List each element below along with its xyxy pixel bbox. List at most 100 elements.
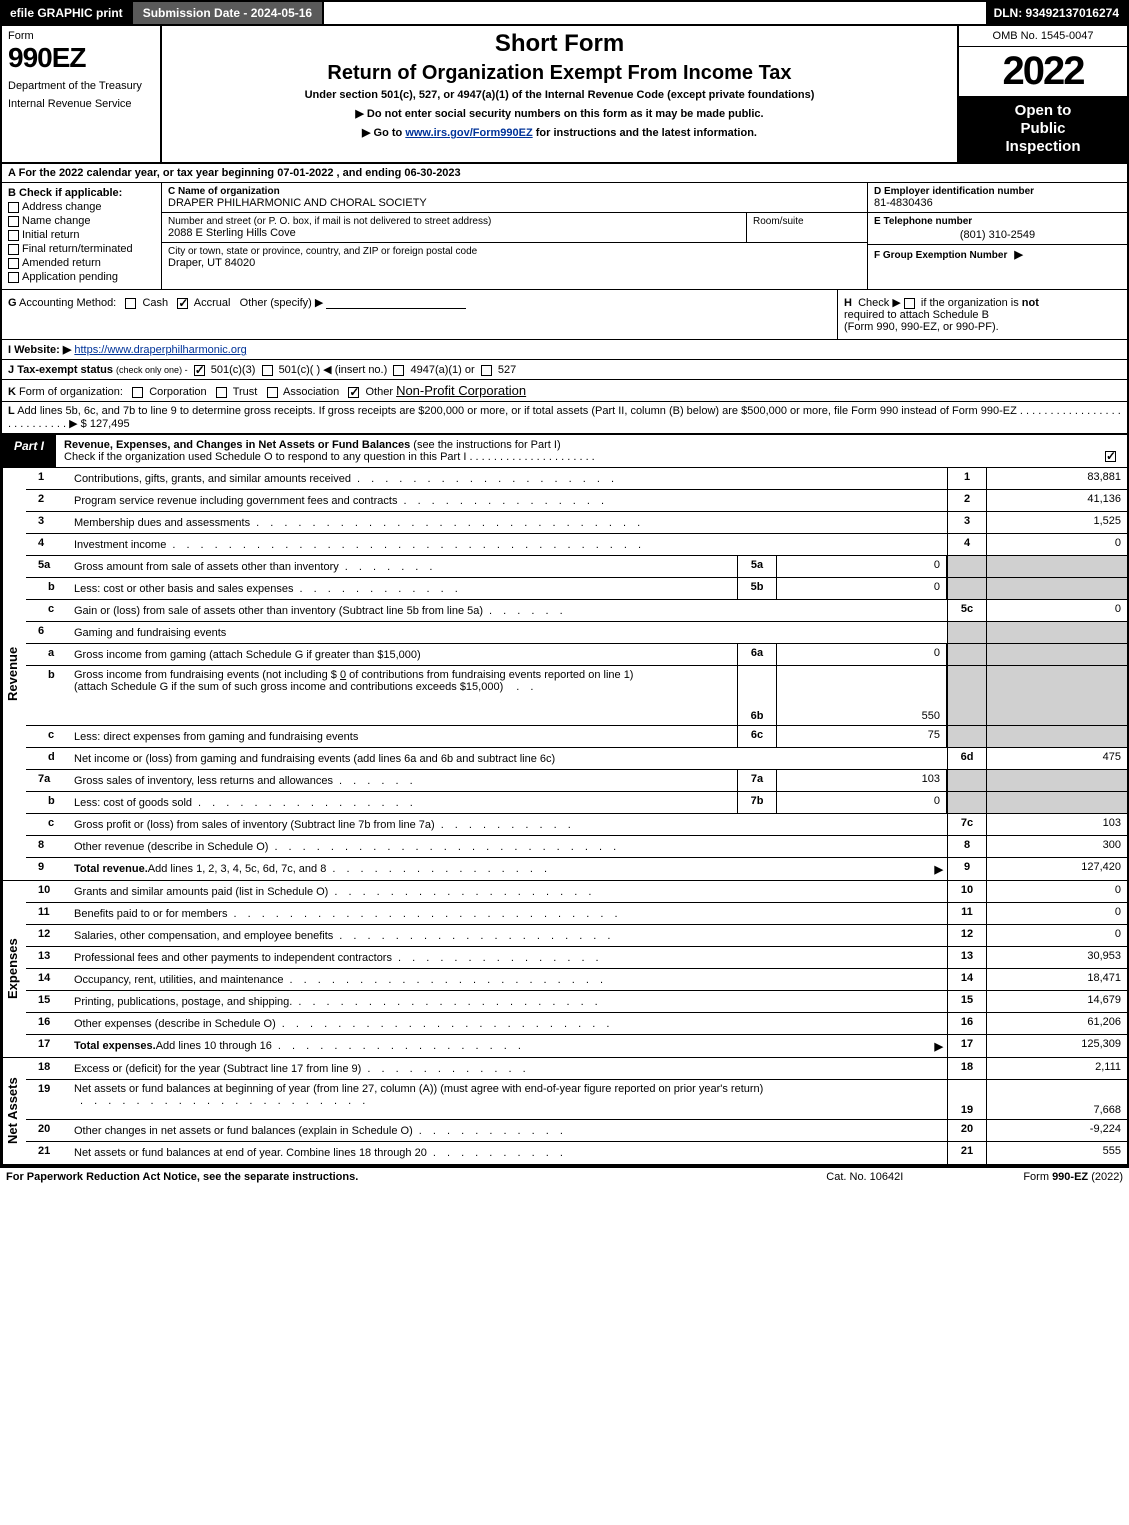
checkbox-icon[interactable]	[8, 272, 19, 283]
public: Public	[965, 120, 1121, 138]
letter-g: G	[8, 297, 17, 309]
col-ce: C Name of organization DRAPER PHILHARMON…	[162, 183, 867, 289]
ln: 1	[26, 468, 70, 489]
revenue-vlabel: Revenue	[2, 468, 26, 880]
col-g: G Accounting Method: Cash Accrual Other …	[2, 290, 837, 339]
opt-527: 527	[498, 364, 516, 376]
checkbox-corp[interactable]	[132, 387, 143, 398]
opt-4947: 4947(a)(1) or	[410, 364, 474, 376]
goto-pre: ▶ Go to	[362, 127, 405, 139]
form-org-label: Form of organization:	[19, 386, 123, 398]
line-6b: b Gross income from fundraising events (…	[26, 666, 1127, 726]
letter-a: A	[8, 167, 16, 179]
letter-b: B	[8, 187, 16, 199]
arrow-icon: ▶	[935, 1040, 943, 1053]
checkbox-other-org[interactable]	[348, 387, 359, 398]
l-text: Add lines 5b, 6c, and 7b to line 9 to de…	[17, 405, 1017, 417]
tax-year: 2022	[959, 47, 1127, 96]
checkbox-schedule-o[interactable]	[1105, 451, 1116, 462]
netassets-section: Net Assets 18 Excess or (deficit) for th…	[2, 1058, 1127, 1164]
h-text2-pre: if the organization is	[921, 297, 1022, 309]
submission-date: Submission Date - 2024-05-16	[131, 2, 324, 24]
line-11: 11 Benefits paid to or for members. . . …	[26, 903, 1127, 925]
opt-501c3: 501(c)(3)	[211, 364, 256, 376]
short-form-title: Short Form	[172, 30, 947, 58]
goto-post: for instructions and the latest informat…	[533, 127, 757, 139]
line-9: 9 Total revenue. Add lines 1, 2, 3, 4, 5…	[26, 858, 1127, 880]
form-label: Form	[8, 30, 154, 42]
main-title: Return of Organization Exempt From Incom…	[172, 62, 947, 85]
dept-treasury: Department of the Treasury	[8, 80, 154, 92]
col-h: H Check ▶ if the organization is not req…	[837, 290, 1127, 339]
other-org-value: Non-Profit Corporation	[396, 383, 526, 398]
checkbox-icon[interactable]	[8, 216, 19, 227]
line-7c: c Gross profit or (loss) from sales of i…	[26, 814, 1127, 836]
open-public-inspection: Open to Public Inspection	[959, 96, 1127, 162]
col-def: D Employer identification number 81-4830…	[867, 183, 1127, 289]
part1-checkbox-cell	[1097, 435, 1127, 467]
city-label: City or town, state or province, country…	[168, 246, 861, 257]
checkbox-501c3[interactable]	[194, 365, 205, 376]
arrow-icon: ▶	[935, 863, 943, 876]
check-label: Check if applicable:	[19, 187, 122, 199]
cell-address: Number and street (or P. O. box, if mail…	[162, 213, 867, 243]
cell-group-exemption: F Group Exemption Number ▶	[868, 245, 1127, 264]
row-i: I Website: ▶ https://www.draperphilharmo…	[2, 340, 1127, 360]
checkbox-icon[interactable]	[8, 258, 19, 269]
checkbox-h[interactable]	[904, 298, 915, 309]
letter-k: K	[8, 386, 16, 398]
website-label: Website: ▶	[14, 344, 71, 356]
top-bar: efile GRAPHIC print Submission Date - 20…	[2, 2, 1127, 26]
rn: 1	[947, 468, 987, 489]
j-note: (check only one) -	[116, 365, 188, 375]
letter-j: J	[8, 364, 14, 376]
group-exemption-label: F Group Exemption Number	[874, 250, 1007, 261]
row-a-pre: For the 2022 calendar year, or tax year …	[19, 167, 278, 179]
checkbox-accrual[interactable]	[177, 298, 188, 309]
checkbox-icon[interactable]	[8, 244, 19, 255]
row-gh: G Accounting Method: Cash Accrual Other …	[2, 290, 1127, 340]
line-12: 12 Salaries, other compensation, and emp…	[26, 925, 1127, 947]
part1-subline: Check if the organization used Schedule …	[64, 451, 466, 463]
checkbox-501c[interactable]	[262, 365, 273, 376]
revenue-rows: 1 Contributions, gifts, grants, and simi…	[26, 468, 1127, 880]
h-text4: (Form 990, 990-EZ, or 990-PF).	[844, 321, 999, 333]
col-b: B Check if applicable: Address change Na…	[2, 183, 162, 289]
other-specify-blank[interactable]	[326, 297, 466, 309]
opt-assoc: Association	[283, 386, 339, 398]
part1-header: Part I Revenue, Expenses, and Changes in…	[2, 435, 1127, 468]
ck-final-return: Final return/terminated	[8, 243, 155, 255]
tax-exempt-label: Tax-exempt status	[17, 364, 113, 376]
end-date: 06-30-2023	[404, 167, 460, 179]
room-label: Room/suite	[753, 216, 804, 227]
part1-title-main: Revenue, Expenses, and Changes in Net As…	[64, 439, 410, 451]
inspection: Inspection	[965, 138, 1121, 156]
line-16: 16 Other expenses (describe in Schedule …	[26, 1013, 1127, 1035]
row-k: K Form of organization: Corporation Trus…	[2, 380, 1127, 402]
footer-right: Form 990-EZ (2022)	[1023, 1171, 1123, 1183]
phone-label: E Telephone number	[874, 216, 1121, 227]
line-5a: 5a Gross amount from sale of assets othe…	[26, 556, 1127, 578]
checkbox-icon[interactable]	[8, 230, 19, 241]
h-check: Check ▶	[858, 297, 901, 309]
checkbox-4947[interactable]	[393, 365, 404, 376]
netassets-rows: 18 Excess or (deficit) for the year (Sub…	[26, 1058, 1127, 1164]
row-j: J Tax-exempt status (check only one) - 5…	[2, 360, 1127, 380]
ck-amended: Amended return	[8, 257, 155, 269]
header-right: OMB No. 1545-0047 2022 Open to Public In…	[957, 26, 1127, 162]
ld: Contributions, gifts, grants, and simila…	[70, 468, 947, 489]
checkbox-assoc[interactable]	[267, 387, 278, 398]
checkbox-icon[interactable]	[8, 202, 19, 213]
ck-initial-return: Initial return	[8, 229, 155, 241]
website-link[interactable]: https://www.draperphilharmonic.org	[74, 344, 246, 356]
street-label: Number and street (or P. O. box, if mail…	[168, 216, 740, 227]
checkbox-cash[interactable]	[125, 298, 136, 309]
line-6a: a Gross income from gaming (attach Sched…	[26, 644, 1127, 666]
cash-label: Cash	[142, 297, 168, 309]
efile-label[interactable]: efile GRAPHIC print	[2, 2, 131, 24]
omb-number: OMB No. 1545-0047	[959, 26, 1127, 47]
irs-link[interactable]: www.irs.gov/Form990EZ	[405, 127, 532, 139]
line-14: 14 Occupancy, rent, utilities, and maint…	[26, 969, 1127, 991]
checkbox-527[interactable]	[481, 365, 492, 376]
checkbox-trust[interactable]	[216, 387, 227, 398]
